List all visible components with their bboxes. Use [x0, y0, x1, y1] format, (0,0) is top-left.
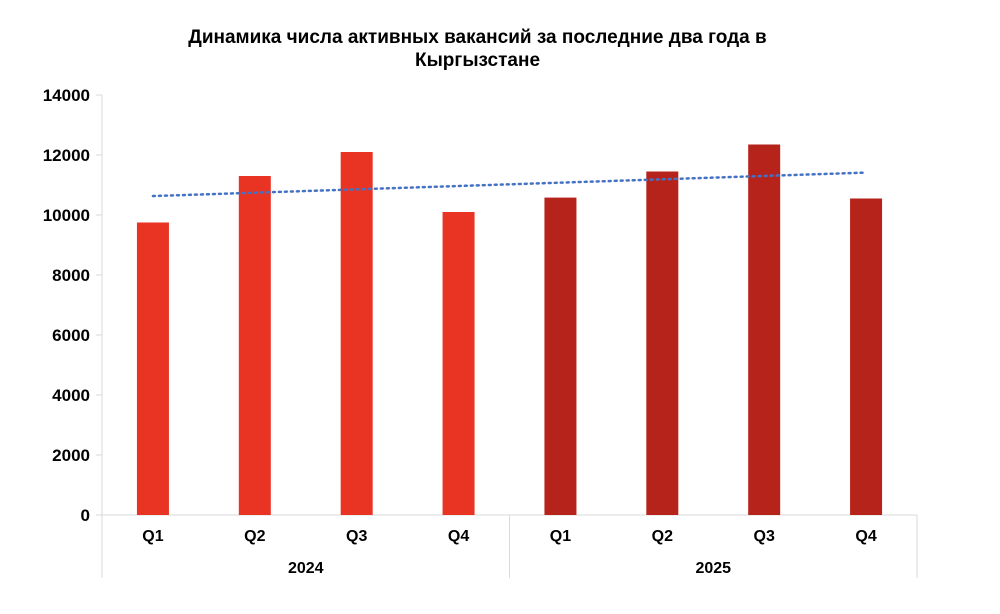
x-category-label: Q3	[754, 528, 775, 545]
x-group-label: 2025	[695, 560, 731, 577]
y-tick-label: 0	[81, 506, 90, 525]
chart-title-line-1: Динамика числа активных вакансий за посл…	[188, 27, 767, 48]
x-group-label: 2024	[288, 560, 324, 577]
y-tick-label: 12000	[43, 146, 90, 165]
y-tick-label: 2000	[52, 446, 90, 465]
x-category-label: Q1	[142, 528, 163, 545]
x-category-label: Q2	[244, 528, 265, 545]
bar	[136, 222, 169, 515]
x-category-label: Q1	[550, 528, 571, 545]
y-tick-label: 14000	[43, 86, 90, 105]
bar	[340, 152, 373, 515]
y-tick-label: 10000	[43, 206, 90, 225]
bar	[238, 176, 271, 515]
bar	[850, 198, 883, 515]
x-category-label: Q3	[346, 528, 367, 545]
y-tick-label: 8000	[52, 266, 90, 285]
x-category-label: Q4	[855, 528, 876, 545]
trendline	[151, 171, 868, 198]
y-tick-label: 6000	[52, 326, 90, 345]
chart-title-line-2: Кыргызстане	[414, 50, 541, 71]
chart-title: Динамика числа активных вакансий за посл…	[0, 26, 955, 72]
x-category-label: Q4	[448, 528, 469, 545]
y-tick-label: 4000	[52, 386, 90, 405]
bar	[646, 171, 679, 515]
bar	[544, 197, 577, 515]
bar	[748, 144, 781, 515]
bar	[442, 212, 475, 515]
x-category-label: Q2	[652, 528, 673, 545]
